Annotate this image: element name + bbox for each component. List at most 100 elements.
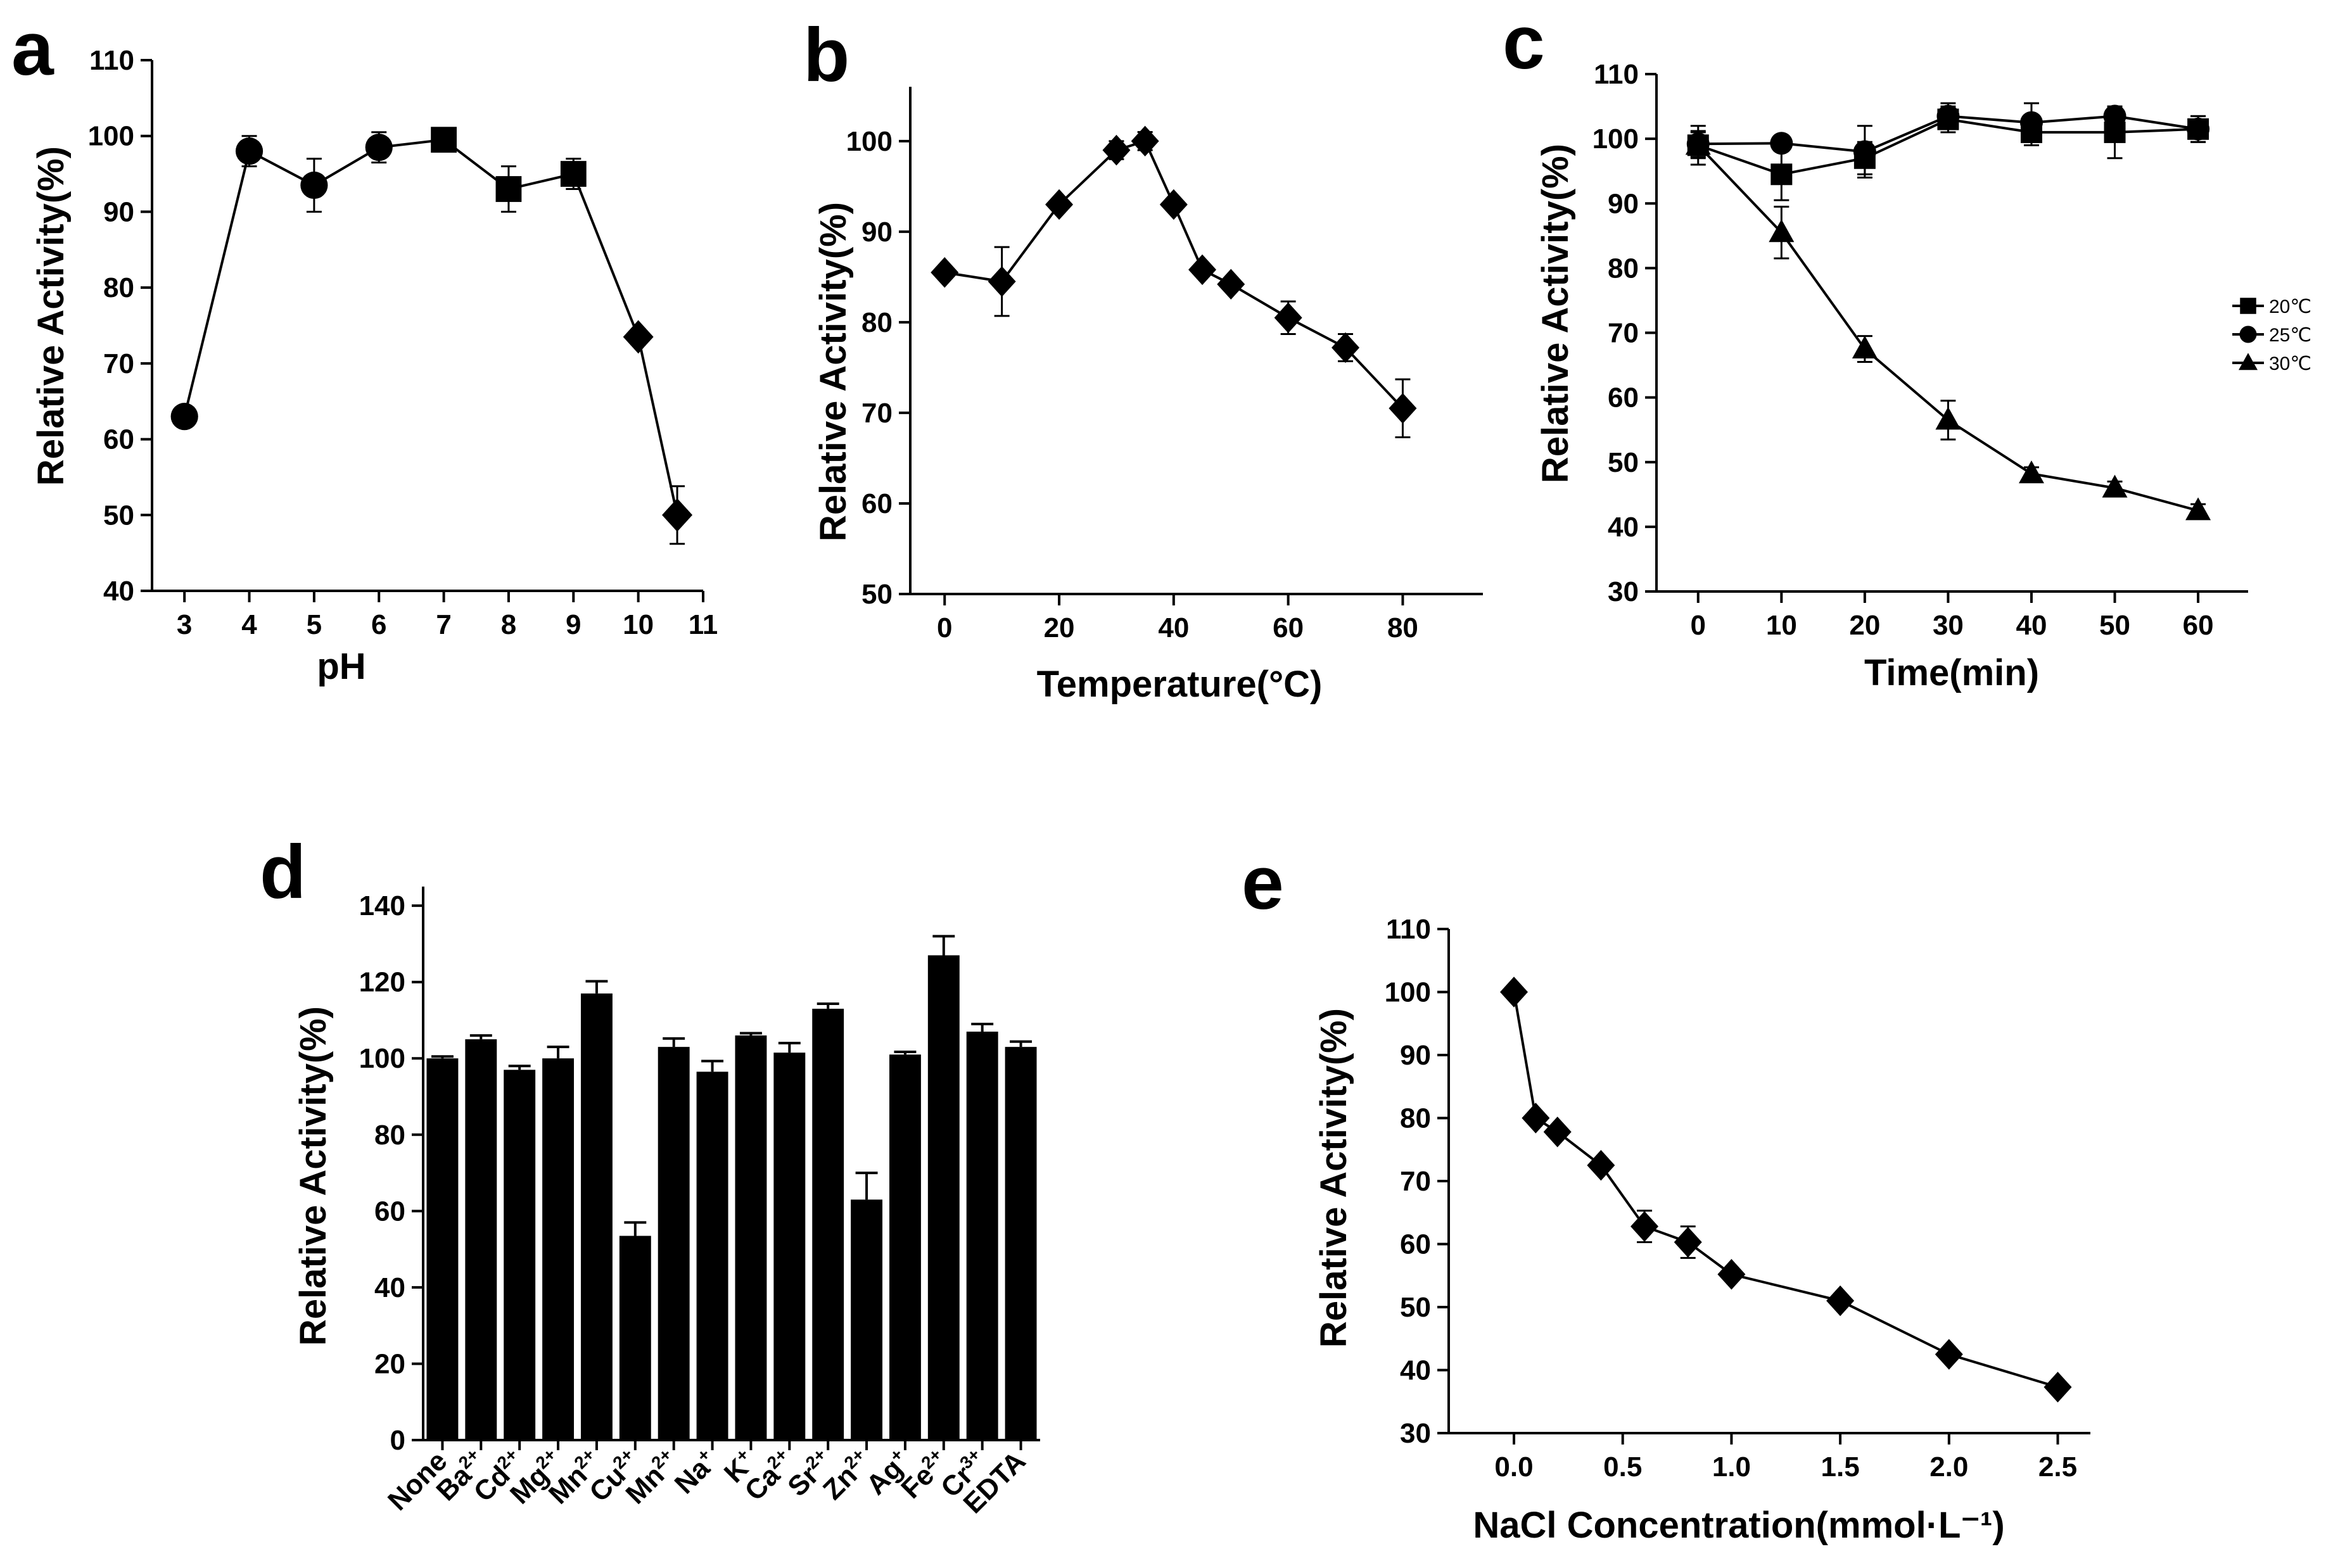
data-point: [1826, 1285, 1855, 1317]
y-tick-label: 100: [359, 1043, 405, 1074]
data-point: [170, 403, 198, 431]
y-tick-label: 50: [1400, 1292, 1431, 1323]
bar: [580, 993, 613, 1440]
data-point: [2240, 298, 2256, 314]
data-point: [1769, 219, 1795, 243]
x-tick-label: 20: [1044, 612, 1075, 643]
x-axis-label: Time(min): [1864, 652, 2039, 693]
bar: [927, 955, 960, 1440]
data-point: [1543, 1116, 1572, 1148]
x-axis-label: Temperature(°C): [1037, 664, 1323, 705]
data-point: [1045, 189, 1074, 220]
x-tick-label: 2.5: [2038, 1451, 2077, 1483]
data-point: [1936, 104, 1960, 128]
data-point: [1935, 1339, 1963, 1370]
y-tick-label: 40: [374, 1272, 405, 1303]
data-point: [1522, 1103, 1550, 1134]
y-axis-label: Relative Activity(%): [1535, 144, 1576, 483]
panel-label: a: [11, 6, 54, 91]
x-tick-label: 40: [1158, 612, 1189, 643]
x-tick-label: 5: [307, 609, 322, 640]
panel-c-time: c Time(min) Relative Activity(%) 30 40 50 6…: [1503, 0, 2311, 693]
y-tick-label: 110: [1594, 59, 1639, 90]
data-point: [560, 161, 587, 187]
y-tick-label: 70: [861, 398, 893, 429]
data-point: [1159, 189, 1188, 220]
x-tick-label: 10: [623, 609, 654, 640]
data-point: [1631, 1211, 1659, 1242]
y-tick-label: 50: [103, 500, 134, 531]
y-tick-label: 80: [103, 272, 134, 303]
y-tick-label: 0: [390, 1425, 405, 1456]
y-tick-label: 30: [1608, 576, 1639, 607]
legend-label: 20℃: [2269, 296, 2311, 317]
x-tick-label: 2.0: [1929, 1451, 1968, 1483]
y-tick-label: 60: [103, 424, 134, 455]
data-point: [300, 171, 328, 199]
data-point: [235, 137, 264, 165]
data-point: [623, 320, 654, 354]
data-point: [1587, 1149, 1615, 1181]
y-tick-label: 110: [1386, 914, 1431, 945]
bar: [889, 1054, 921, 1440]
data-point: [1935, 407, 1961, 430]
bar: [851, 1199, 883, 1440]
y-tick-label: 70: [1608, 318, 1639, 349]
data-point: [1102, 134, 1131, 166]
y-tick-label: 60: [861, 488, 893, 519]
x-tick-label: 1.5: [1821, 1451, 1860, 1483]
data-point: [1685, 132, 1711, 155]
y-tick-label: 50: [861, 579, 893, 610]
y-tick-label: 70: [1400, 1166, 1431, 1197]
y-tick-label: 50: [1608, 447, 1639, 478]
data-point: [1853, 140, 1876, 163]
bar: [619, 1236, 651, 1440]
data-point: [1770, 132, 1793, 155]
x-tick-label: 40: [2016, 610, 2047, 641]
panel-label: b: [803, 13, 849, 98]
data-point: [1188, 254, 1217, 286]
bar: [773, 1053, 806, 1440]
data-point: [1770, 163, 1793, 186]
bar: [1005, 1047, 1037, 1440]
x-tick-label: 20: [1849, 610, 1880, 641]
x-tick-label: 4: [241, 609, 257, 640]
bar: [426, 1058, 459, 1440]
y-tick-label: 60: [1608, 383, 1639, 414]
y-tick-label: 80: [1608, 253, 1639, 284]
data-point: [1674, 1227, 1702, 1258]
x-tick-label: 6: [371, 609, 386, 640]
x-tick-label: 80: [1387, 612, 1418, 643]
data-point: [495, 176, 522, 202]
data-point: [1217, 269, 1245, 300]
y-tick-label: 70: [103, 348, 134, 379]
data-point: [1274, 302, 1302, 333]
bar: [735, 1035, 767, 1440]
y-tick-label: 80: [1400, 1103, 1431, 1134]
x-tick-label: 7: [436, 609, 451, 640]
y-tick-label: 140: [359, 890, 405, 921]
x-tick-label: 0: [937, 612, 952, 643]
y-tick-label: 90: [1608, 188, 1639, 219]
legend-label: 25℃: [2269, 325, 2311, 346]
bar: [465, 1039, 497, 1440]
y-tick-label: 110: [89, 45, 134, 76]
x-axis-label: NaCl Concentration(mmol·L⁻¹): [1473, 1505, 2004, 1546]
panel-b-temperature: b Temperature(°C) Relative Activity(%) 5…: [803, 13, 1483, 705]
data-point: [2187, 117, 2210, 141]
x-tick-label: 0.5: [1603, 1451, 1642, 1483]
bar: [504, 1070, 536, 1440]
data-point: [1131, 125, 1159, 157]
y-tick-label: 60: [1400, 1229, 1431, 1260]
panel-d-metal-ions: d Relative Activity(%) 0 20 40 60 80 100 120 14…: [260, 830, 1040, 1519]
legend-label: 30℃: [2269, 353, 2311, 374]
series-line: [1697, 144, 2199, 512]
data-point: [2018, 460, 2044, 484]
y-axis-label: Relative Activity(%): [813, 202, 854, 541]
y-tick-label: 80: [374, 1120, 405, 1151]
data-point: [2103, 104, 2126, 128]
x-tick-label: 1.0: [1712, 1451, 1751, 1483]
data-point: [1389, 393, 1417, 424]
bar: [966, 1032, 998, 1440]
x-tick-label: 0.0: [1494, 1451, 1533, 1483]
